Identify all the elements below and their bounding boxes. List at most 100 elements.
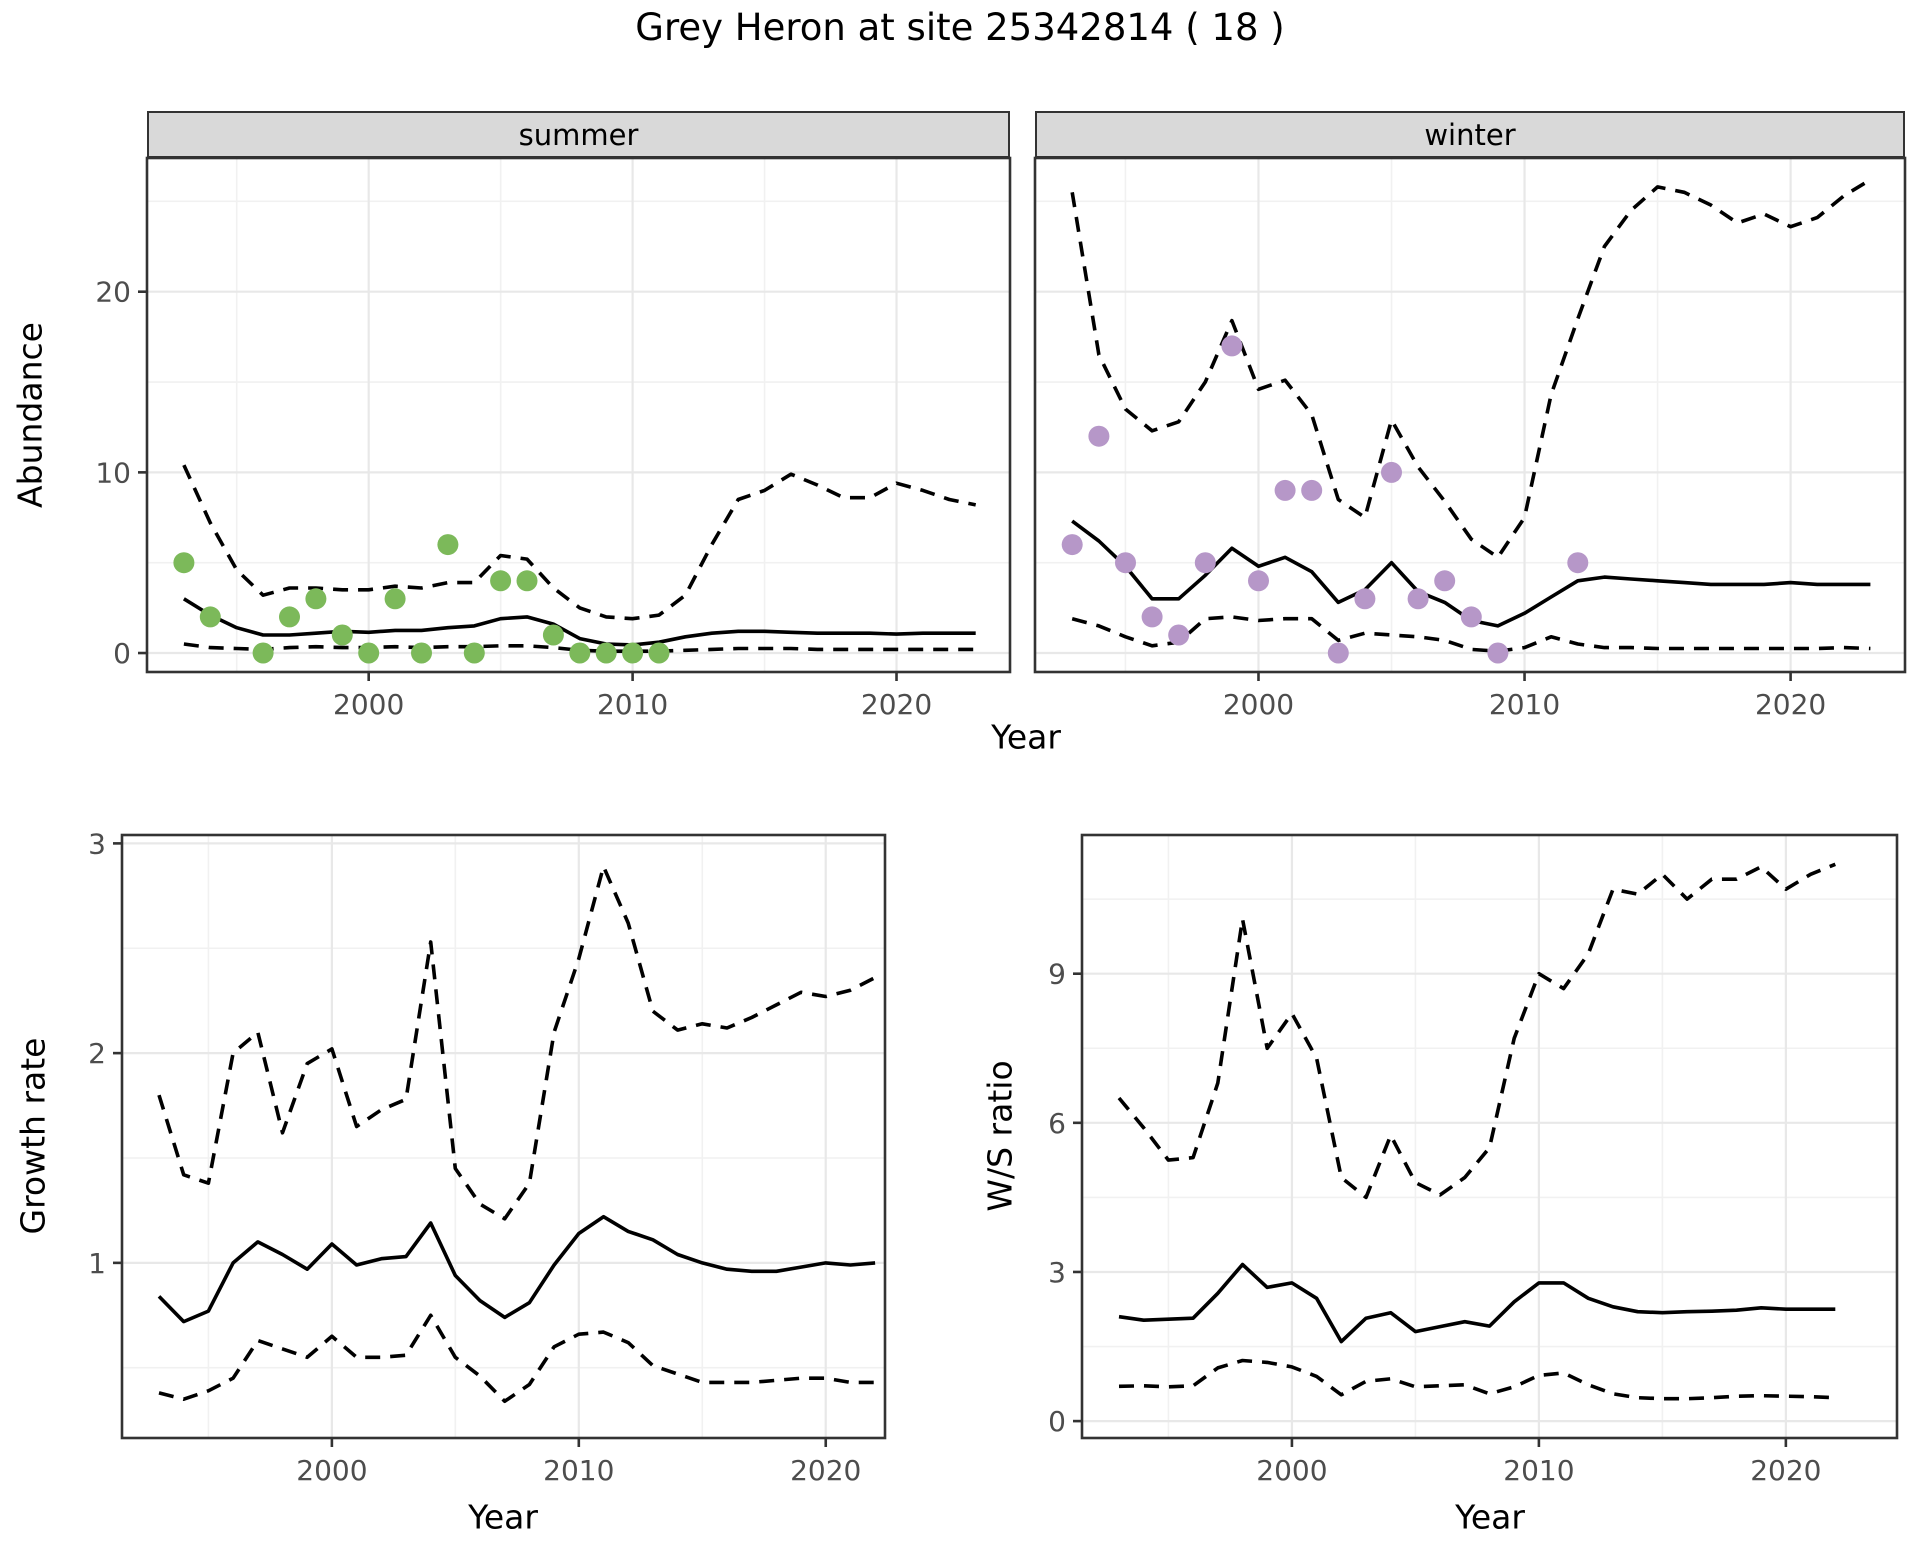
summer-observation-point — [516, 570, 538, 592]
summer-observation-point — [648, 642, 670, 664]
facet-strip-summer-label: summer — [518, 117, 639, 152]
summer-observation-point — [490, 570, 512, 592]
ws-panel-background — [1082, 835, 1897, 1438]
winter-x-tick-label: 2000 — [1223, 688, 1294, 721]
growth-y-tick-label: 1 — [88, 1247, 106, 1280]
x-axis-title-bottom-left: Year — [468, 1497, 538, 1537]
summer-observation-point — [542, 624, 564, 646]
summer-observation-point — [358, 642, 380, 664]
ws-panel-border — [1080, 833, 1899, 1440]
summer-x-tick-label: 2000 — [333, 688, 404, 721]
winter-observation-point — [1381, 461, 1402, 483]
winter-observation-point — [1141, 606, 1163, 628]
ws-lower-ci-line — [1118, 1358, 1836, 1401]
summer-observation-point — [595, 642, 617, 664]
growth-gridlines — [122, 835, 885, 1438]
summer-observation-point — [279, 606, 300, 628]
winter-observation-point — [1194, 552, 1216, 574]
ws-y-tick-label: 6 — [1048, 1107, 1066, 1140]
winter-observation-point — [1221, 335, 1243, 357]
winter-observation-point — [1567, 552, 1589, 574]
winter-x-tick-label: 2020 — [1755, 688, 1826, 721]
ws-x-tick-label: 2000 — [1256, 1454, 1327, 1487]
facet-strip-winter-label: winter — [1424, 117, 1516, 152]
y-axis-title-ws-ratio: W/S ratio — [980, 1060, 1020, 1212]
winter-observation-point — [1327, 642, 1349, 664]
winter-observation-point — [1434, 570, 1456, 592]
summer-series — [173, 464, 977, 664]
winter-panel: 2000 2010 2020 — [1033, 156, 1907, 721]
facet-strip-summer: summer — [147, 111, 1010, 158]
chart-title: Grey Heron at site 25342814 ( 18 ) — [635, 6, 1285, 49]
summer-observation-point — [252, 642, 274, 664]
growth-x-tick-label: 2020 — [790, 1454, 861, 1487]
summer-panel: 2000 2010 2020 0 10 20 — [95, 156, 1012, 721]
ws-y-tick-label: 0 — [1048, 1405, 1066, 1438]
ws-axis-ticks: 2000 2010 2020 0 3 6 9 — [1048, 958, 1821, 1487]
growth-upper-ci-line — [157, 864, 876, 1221]
winter-observation-point — [1061, 534, 1083, 556]
winter-panel-background — [1035, 158, 1905, 672]
facet-strip-winter: winter — [1035, 111, 1905, 158]
y-axis-title-abundance: Abundance — [10, 322, 50, 508]
summer-y-tick-label: 0 — [113, 637, 131, 670]
x-axis-title-bottom-right: Year — [1455, 1497, 1525, 1537]
summer-lower-ci-line — [183, 642, 976, 654]
growth-x-tick-label: 2000 — [296, 1454, 367, 1487]
winter-observation-point — [1088, 425, 1110, 447]
summer-upper-ci-line — [182, 464, 977, 621]
winter-observation-point — [1487, 642, 1509, 664]
ws-y-tick-label: 3 — [1048, 1256, 1066, 1289]
summer-observed-points — [173, 534, 670, 664]
winter-observation-point — [1301, 479, 1323, 501]
ws-fitted-median-line — [1118, 1262, 1836, 1344]
winter-axis-ticks: 2000 2010 2020 — [1223, 672, 1826, 721]
summer-observation-point — [384, 588, 406, 610]
ws-x-tick-label: 2010 — [1503, 1454, 1574, 1487]
ws-series — [1117, 862, 1836, 1401]
summer-axis-ticks: 2000 2010 2020 0 10 20 — [95, 276, 932, 721]
summer-panel-border — [145, 156, 1012, 674]
ws-gridlines — [1082, 835, 1897, 1438]
growth-panel-background — [122, 835, 885, 1438]
winter-observed-points — [1061, 335, 1589, 664]
summer-y-tick-label: 20 — [95, 276, 131, 309]
summer-observation-point — [463, 642, 485, 664]
summer-observation-point — [331, 624, 353, 646]
summer-observation-point — [437, 534, 459, 556]
winter-observation-point — [1460, 606, 1482, 628]
ws-x-tick-label: 2020 — [1750, 1454, 1821, 1487]
summer-observation-point — [569, 642, 591, 664]
winter-observation-point — [1354, 588, 1376, 610]
growth-x-tick-label: 2010 — [543, 1454, 614, 1487]
winter-series — [1061, 178, 1872, 664]
winter-gridlines — [1035, 158, 1905, 672]
growth-panel: 2000 2010 2020 1 2 3 — [88, 827, 887, 1487]
growth-fitted-median-line — [157, 1214, 876, 1324]
summer-x-tick-label: 2020 — [861, 688, 932, 721]
winter-observation-point — [1274, 479, 1296, 501]
summer-x-tick-label: 2010 — [597, 688, 668, 721]
ws-y-tick-label: 9 — [1048, 958, 1066, 991]
summer-observation-point — [411, 642, 432, 664]
winter-observation-point — [1168, 624, 1190, 646]
winter-observation-point — [1407, 588, 1429, 610]
growth-y-tick-label: 3 — [88, 827, 106, 860]
ws-panel: 2000 2010 2020 0 3 6 9 — [1048, 833, 1899, 1487]
summer-observation-point — [173, 552, 195, 574]
summer-panel-background — [147, 158, 1010, 672]
winter-observation-point — [1248, 570, 1269, 592]
growth-axis-ticks: 2000 2010 2020 1 2 3 — [88, 827, 861, 1487]
winter-x-tick-label: 2010 — [1489, 688, 1560, 721]
growth-panel-border — [120, 833, 887, 1440]
summer-fitted-median-line — [182, 597, 976, 647]
winter-upper-ci-line — [1070, 178, 1872, 560]
summer-y-tick-label: 10 — [95, 456, 131, 489]
y-axis-title-growth-rate: Growth rate — [13, 1037, 53, 1235]
summer-observation-point — [622, 642, 644, 664]
summer-observation-point — [199, 606, 221, 628]
winter-panel-border — [1033, 156, 1907, 674]
growth-series — [157, 864, 876, 1404]
